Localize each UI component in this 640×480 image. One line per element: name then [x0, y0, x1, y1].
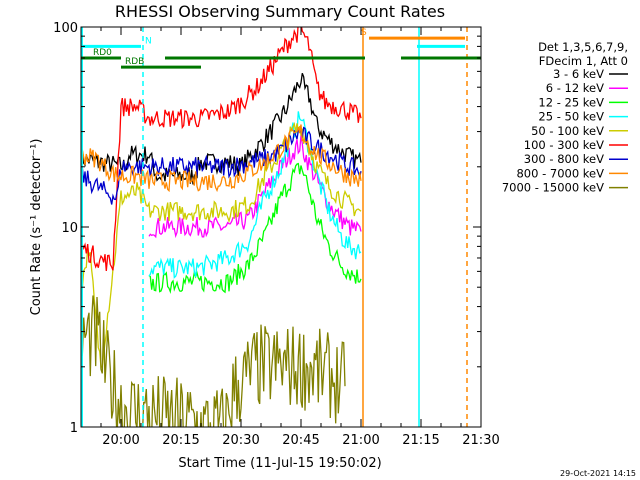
legend-label: 800 - 7000 keV — [516, 166, 604, 180]
series-line-6-12-kev — [148, 135, 362, 239]
legend-label: 7000 - 15000 keV — [502, 181, 604, 195]
flag-label: S — [361, 28, 367, 38]
legend-label: 50 - 100 keV — [531, 124, 604, 138]
x-tick-label: 21:00 — [342, 433, 379, 448]
legend-label: 25 - 50 keV — [538, 110, 604, 124]
y-axis-label: Count Rate (s⁻¹ detector⁻¹) — [29, 139, 44, 316]
x-tick-label: 21:15 — [402, 433, 439, 448]
flag-label: RD0 — [93, 48, 112, 58]
series-line-300-800-kev — [81, 126, 362, 205]
series-line-100-300-kev — [81, 27, 362, 272]
legend-label: 100 - 300 keV — [524, 138, 604, 152]
y-tick-label: 10 — [61, 221, 78, 236]
legend-label: 3 - 6 keV — [553, 67, 604, 81]
flag-label: N — [145, 36, 152, 46]
x-tick-label: 20:00 — [102, 433, 139, 448]
x-tick-label: 20:45 — [282, 433, 319, 448]
series-line-50-100-kev — [81, 121, 362, 369]
series-line-7000-15000-kev — [81, 295, 346, 427]
x-tick-label: 21:30 — [462, 433, 499, 448]
legend-header: Det 1,3,5,6,7,9, — [538, 40, 628, 54]
chart-title: RHESSI Observing Summary Count Rates — [115, 2, 445, 21]
y-tick-label: 1 — [70, 421, 78, 436]
legend: Det 1,3,5,6,7,9,FDecim 1, Att 03 - 6 keV… — [502, 40, 628, 195]
x-tick-label: 20:30 — [222, 433, 259, 448]
legend-label: 12 - 25 keV — [538, 95, 604, 109]
series-line-800-7000-kev — [81, 124, 362, 193]
x-axis-label: Start Time (11-Jul-15 19:50:02) — [178, 456, 381, 471]
legend-label: 6 - 12 keV — [546, 81, 604, 95]
flag-label: RDB — [125, 57, 144, 67]
series-line-12-25-kev — [148, 162, 362, 294]
footer-date: 29-Oct-2021 14:15 — [560, 469, 636, 478]
y-tick-label: 100 — [53, 21, 78, 36]
series-line-3-6-kev — [81, 72, 362, 185]
legend-label: 300 - 800 keV — [524, 152, 604, 166]
legend-header: FDecim 1, Att 0 — [539, 54, 628, 68]
x-tick-label: 20:15 — [162, 433, 199, 448]
series-line-25-50-kev — [148, 111, 362, 279]
